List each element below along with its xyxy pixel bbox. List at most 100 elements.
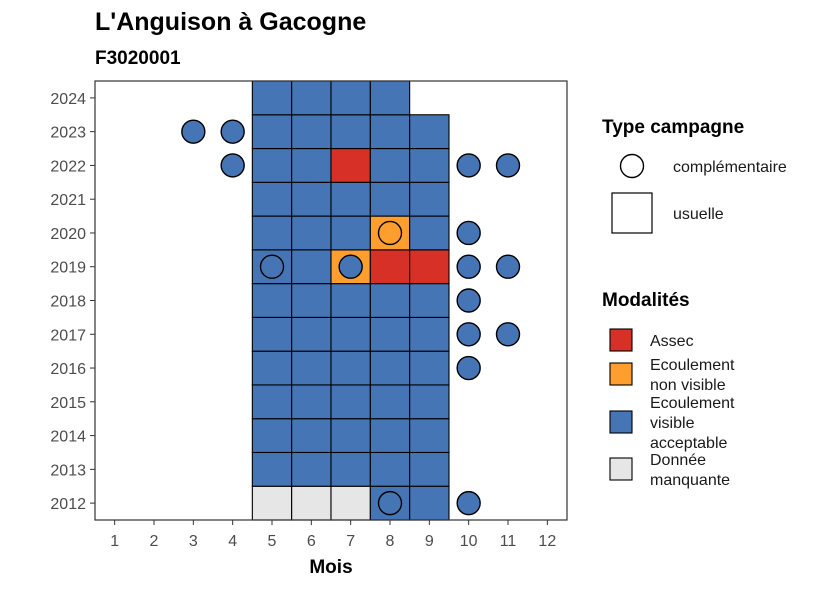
y-tick-label-2016: 2016 — [50, 361, 86, 378]
y-tick-label-2023: 2023 — [50, 125, 86, 142]
tile-2017-9 — [409, 316, 450, 352]
tile-2020-9 — [409, 215, 450, 251]
tile-2022-7 — [330, 147, 371, 183]
tile-2013-8 — [369, 451, 411, 487]
tile-2013-5 — [251, 451, 293, 487]
tile-2016-8 — [369, 350, 411, 386]
tile-2016-5 — [251, 350, 293, 386]
tile-2019-8 — [369, 249, 411, 285]
legend-label-3: Donnée manquante — [650, 452, 730, 489]
x-tick-label-11: 11 — [500, 533, 517, 550]
tile-2022-6 — [291, 147, 332, 183]
legend: complémentaire usuelle Assec Ecoulement non … — [609, 153, 787, 489]
tile-2024-6 — [291, 80, 332, 116]
tile-2018-6 — [291, 283, 332, 318]
x-tick-label-3: 3 — [189, 533, 198, 550]
legend-key-complementaire — [619, 153, 645, 179]
tile-2015-8 — [369, 384, 411, 420]
tile-2014-6 — [291, 418, 332, 454]
tile-2024-7 — [330, 80, 371, 116]
y-tick-label-2020: 2020 — [50, 226, 86, 243]
x-tick-label-7: 7 — [346, 533, 355, 550]
point-2022-11 — [495, 153, 521, 178]
tile-2024-5 — [251, 80, 293, 116]
legend-modalites-title: Modalités — [602, 290, 690, 311]
x-tick-label-9: 9 — [425, 533, 434, 550]
point-2019-7 — [338, 254, 363, 279]
point-2023-3 — [181, 119, 206, 144]
x-tick-label-1: 1 — [110, 533, 119, 550]
point-2020-10 — [456, 220, 481, 246]
tile-2022-8 — [369, 147, 411, 183]
legend-swatch-3 — [609, 457, 633, 481]
tile-2021-8 — [369, 181, 411, 217]
tile-2017-5 — [251, 316, 293, 352]
tile-2018-5 — [251, 283, 293, 318]
y-tick-label-2018: 2018 — [50, 294, 86, 311]
tile-2015-6 — [291, 384, 332, 420]
tile-2014-7 — [330, 418, 371, 454]
tile-2012-9 — [409, 485, 450, 521]
tile-2013-7 — [330, 451, 371, 487]
chart-subtitle: F3020001 — [95, 48, 181, 69]
tile-2019-6 — [291, 249, 332, 285]
point-2019-10 — [456, 254, 481, 279]
tile-2023-6 — [291, 114, 332, 150]
tile-2020-5 — [251, 215, 293, 251]
tile-2023-7 — [330, 114, 371, 150]
point-2017-11 — [495, 322, 521, 347]
tile-2014-8 — [369, 418, 411, 454]
legend-label-0: Assec — [650, 333, 694, 350]
tile-2018-7 — [330, 283, 371, 318]
tile-2021-5 — [251, 181, 293, 217]
x-axis-title: Mois — [309, 557, 352, 578]
point-2019-5 — [259, 254, 285, 279]
plot-area: 1 2 3 4 5 6 7 8 9 10 11 122012201320142015201620172… — [50, 80, 568, 550]
y-tick-label-2019: 2019 — [50, 260, 86, 277]
tile-2017-8 — [369, 316, 411, 352]
tile-2015-9 — [409, 384, 450, 420]
tile-2018-9 — [409, 283, 450, 318]
x-tick-label-12: 12 — [538, 533, 556, 550]
x-tick-label-10: 10 — [460, 533, 478, 550]
point-2023-4 — [220, 119, 245, 144]
tile-2016-7 — [330, 350, 371, 386]
tile-2017-6 — [291, 316, 332, 352]
x-tick-label-8: 8 — [386, 533, 395, 550]
tile-2013-9 — [409, 451, 450, 487]
tile-2017-7 — [330, 316, 371, 352]
legend-swatch-1 — [609, 362, 633, 386]
y-tick-label-2014: 2014 — [50, 429, 86, 446]
y-tick-label-2021: 2021 — [50, 192, 86, 209]
y-tick-label-2017: 2017 — [50, 327, 86, 344]
tile-2016-9 — [409, 350, 450, 386]
point-2017-10 — [456, 322, 481, 347]
tile-2020-7 — [330, 215, 371, 251]
tile-2023-9 — [409, 114, 450, 150]
x-tick-label-2: 2 — [150, 533, 159, 550]
tile-2022-9 — [409, 147, 450, 183]
legend-key-usuelle — [611, 192, 653, 234]
point-2016-10 — [456, 355, 481, 381]
legend-label-usuelle: usuelle — [673, 206, 724, 223]
tile-2012-5 — [251, 485, 293, 521]
point-2018-10 — [456, 288, 481, 313]
legend-swatch-2 — [609, 410, 633, 434]
tile-2019-9 — [409, 249, 450, 285]
tile-2012-7 — [330, 485, 371, 521]
tile-2013-6 — [291, 451, 332, 487]
tile-2023-5 — [251, 114, 293, 150]
x-tick-label-5: 5 — [268, 533, 277, 550]
y-tick-label-2024: 2024 — [50, 91, 86, 108]
tile-2020-6 — [291, 215, 332, 251]
tile-2014-9 — [409, 418, 450, 454]
tile-2015-5 — [251, 384, 293, 420]
point-2022-4 — [220, 153, 245, 178]
point-2022-10 — [456, 153, 481, 178]
y-tick-label-2015: 2015 — [50, 395, 86, 412]
point-2012-8 — [377, 490, 403, 516]
tile-2018-8 — [369, 283, 411, 318]
y-tick-label-2012: 2012 — [50, 496, 86, 513]
tile-2023-8 — [369, 114, 411, 150]
x-tick-label-6: 6 — [307, 533, 316, 550]
